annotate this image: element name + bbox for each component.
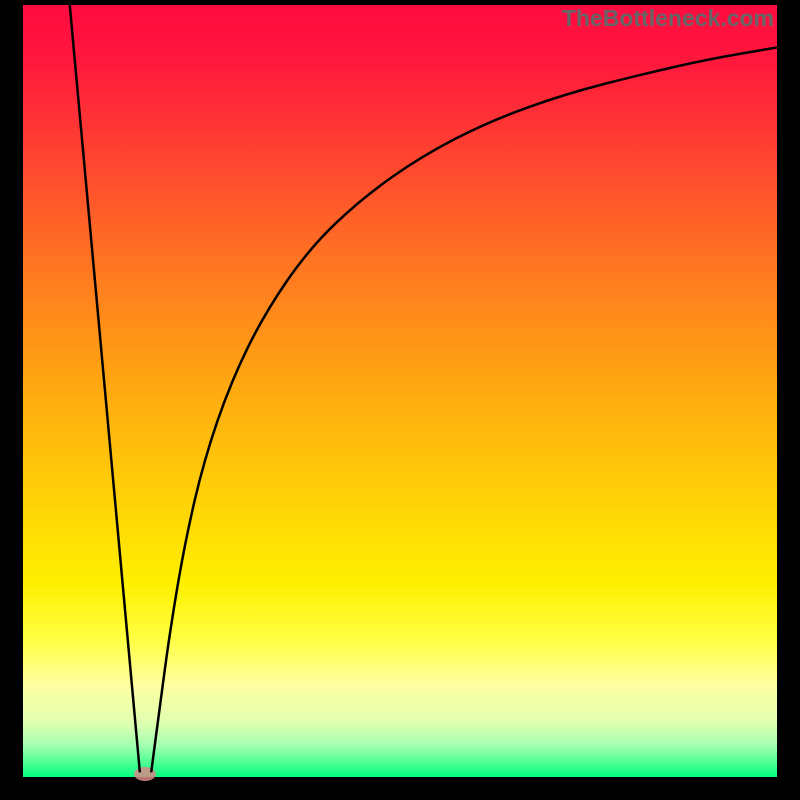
plot-area xyxy=(23,5,777,777)
right-saturating-curve xyxy=(151,47,777,772)
curve-layer xyxy=(23,5,777,777)
left-descending-line xyxy=(70,5,140,772)
chart-container: TheBottleneck.com xyxy=(0,0,800,800)
watermark-text: TheBottleneck.com xyxy=(562,5,774,32)
